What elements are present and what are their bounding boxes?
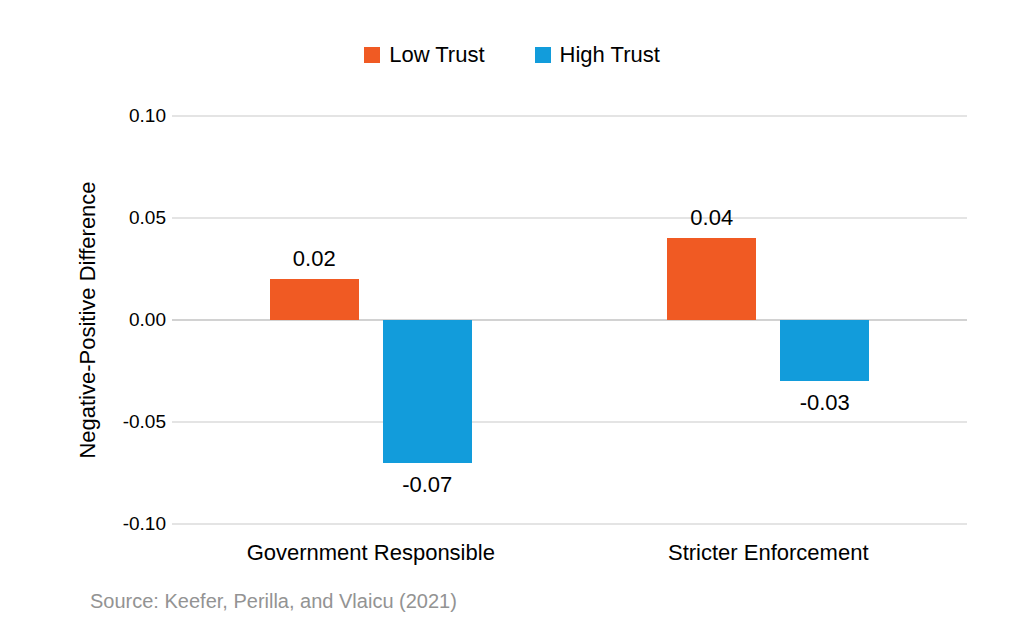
y-tick-label: -0.10 xyxy=(0,513,166,535)
value-label: 0.02 xyxy=(254,247,374,271)
y-tick-label: -0.05 xyxy=(0,411,166,433)
value-label: 0.04 xyxy=(652,206,772,230)
value-label: -0.07 xyxy=(367,473,487,497)
legend-item-low-trust: Low Trust xyxy=(364,42,484,68)
category-label: Government Responsible xyxy=(171,540,571,565)
category-label: Stricter Enforcement xyxy=(568,540,968,565)
value-label: -0.03 xyxy=(765,391,885,415)
source-note: Source: Keefer, Perilla, and Vlaicu (202… xyxy=(90,590,457,613)
legend-label: Low Trust xyxy=(389,42,484,68)
legend-swatch-low-trust xyxy=(364,47,380,63)
gridline xyxy=(172,421,967,423)
legend-label: High Trust xyxy=(560,42,660,68)
plot-area: 0.02 -0.07 0.04 -0.03 xyxy=(172,116,967,524)
gridline xyxy=(172,523,967,525)
y-tick-label: 0.10 xyxy=(0,105,166,127)
gridline xyxy=(172,217,967,219)
legend-swatch-high-trust xyxy=(535,47,551,63)
gridline xyxy=(172,115,967,117)
bar-low-trust-government-responsible xyxy=(270,279,359,320)
legend-item-high-trust: High Trust xyxy=(535,42,660,68)
y-tick-label: 0.00 xyxy=(0,309,166,331)
bar-high-trust-government-responsible xyxy=(383,320,472,463)
bar-low-trust-stricter-enforcement xyxy=(667,238,756,320)
y-tick-label: 0.05 xyxy=(0,207,166,229)
bar-high-trust-stricter-enforcement xyxy=(780,320,869,381)
legend: Low Trust High Trust xyxy=(0,42,1024,68)
bar-chart: Low TrustHigh Trust Negative-Positive Di… xyxy=(0,0,1024,641)
